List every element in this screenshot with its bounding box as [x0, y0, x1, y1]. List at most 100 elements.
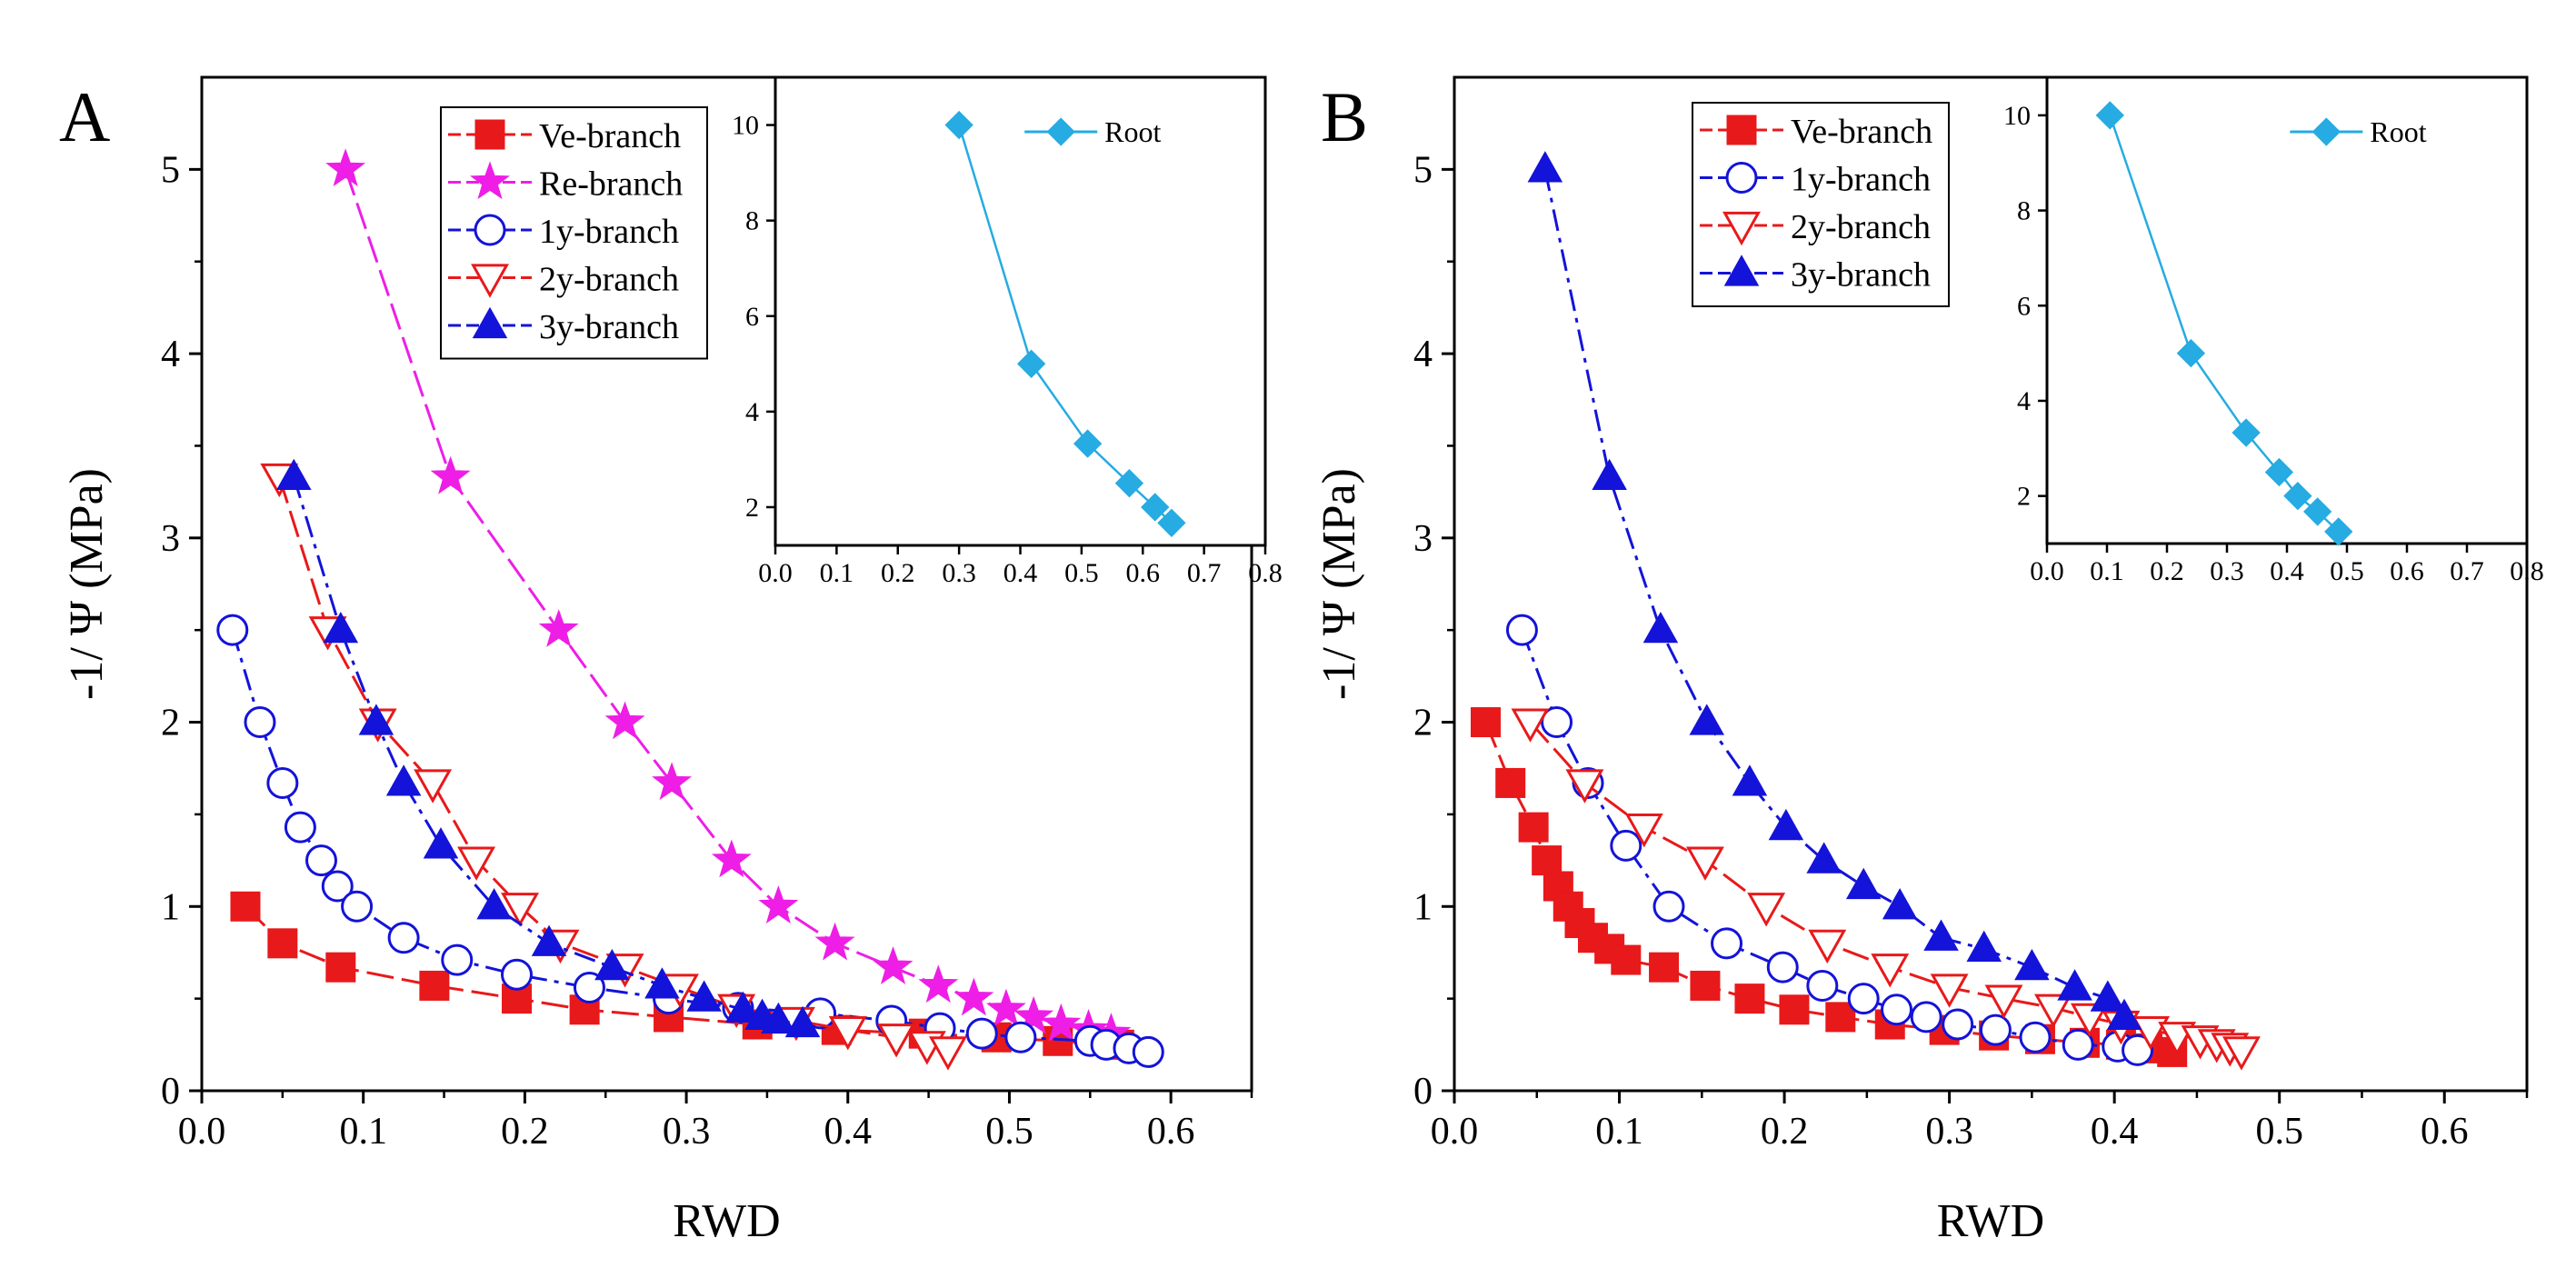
inset-y-tick-label: 6 — [2017, 291, 2031, 321]
legend-marker — [1726, 115, 1757, 145]
data-point — [457, 846, 496, 881]
data-point — [531, 924, 567, 956]
data-point — [419, 970, 450, 1001]
data-point — [711, 839, 752, 878]
legend-item-3y-branch: 3y-branch — [448, 306, 679, 346]
data-point — [2122, 1033, 2154, 1066]
data-point — [1141, 493, 1170, 522]
data-point — [1923, 919, 1959, 951]
data-point — [244, 706, 276, 739]
data-point — [1132, 1035, 1164, 1068]
data-point — [686, 980, 722, 1012]
data-point — [1565, 769, 1604, 804]
data-point — [1806, 842, 1842, 874]
data-point — [1732, 764, 1768, 796]
inset-x-tick-label: 0.8 — [2510, 556, 2544, 586]
y-axis-title: -1/ Ψ (MPa) — [61, 468, 113, 700]
data-point — [2106, 998, 2142, 1031]
data-point — [230, 891, 261, 922]
data-point — [1004, 1021, 1037, 1053]
y-tick-label: 2 — [161, 703, 180, 744]
data-point — [2324, 517, 2353, 546]
inset-legend-label: Root — [2370, 115, 2426, 148]
inset-x-tick-label: 0.5 — [1064, 558, 1099, 588]
inset-x-tick-label: 0.7 — [1187, 558, 1222, 588]
data-point — [1825, 1002, 1856, 1033]
x-tick-label: 0.1 — [339, 1111, 387, 1153]
legend-marker — [470, 161, 510, 200]
inset-x-tick-label: 0.5 — [2330, 556, 2364, 586]
data-point — [266, 766, 299, 799]
inset-legend: Root — [1024, 115, 1162, 148]
legend-label: 1y-branch — [539, 213, 679, 251]
data-point — [325, 148, 366, 187]
legend-marker — [1722, 211, 1761, 246]
inset-x-tick-label: 0.6 — [2390, 556, 2424, 586]
data-point — [604, 701, 645, 740]
inset-y-tick-label: 4 — [2017, 386, 2031, 416]
legend-marker — [1723, 255, 1760, 286]
series-2y-branch — [1511, 708, 2261, 1071]
data-point — [2264, 457, 2294, 487]
data-point — [341, 890, 374, 923]
inset-x-tick-label: 0.4 — [1003, 558, 1038, 588]
legend-label: Ve-branch — [539, 117, 681, 155]
data-point — [358, 704, 394, 735]
legend: Ve-branch Re-branch 1y-branch 2y-branch 3y-b… — [440, 106, 708, 360]
y-axis-title: -1/ Ψ (MPa) — [1313, 468, 1365, 700]
data-point — [2095, 101, 2124, 130]
inset-x-tick-label: 0.0 — [2030, 556, 2064, 586]
inset-y-tick-label: 10 — [732, 111, 759, 141]
inset-x-tick-label: 0.4 — [2270, 556, 2304, 586]
data-point — [2176, 338, 2206, 368]
data-point — [944, 110, 973, 140]
x-tick-label: 0.0 — [1431, 1111, 1479, 1153]
inset-x-tick-label: 0.2 — [881, 558, 915, 588]
legend-marker — [474, 214, 506, 246]
data-point — [652, 762, 693, 801]
inset-x-tick-label: 0.0 — [758, 558, 793, 588]
data-point — [1527, 151, 1563, 183]
data-point — [2132, 1016, 2171, 1051]
y-tick-label: 3 — [161, 518, 180, 560]
x-tick-label: 0.4 — [824, 1111, 873, 1153]
data-point — [1624, 814, 1663, 848]
inset-x-tick-label: 0.7 — [2450, 556, 2484, 586]
legend-marker — [471, 264, 509, 298]
data-point — [1847, 983, 1880, 1015]
inset-y-tick-label: 6 — [745, 302, 759, 332]
data-point — [538, 609, 579, 647]
series-line — [1520, 629, 2138, 1052]
legend-marker — [472, 306, 508, 339]
series-3y-branch — [276, 458, 821, 1038]
inset-x-tick-label: 0.2 — [2150, 556, 2184, 586]
data-point — [305, 844, 337, 877]
data-point — [1592, 458, 1627, 491]
data-point — [1881, 993, 1913, 1026]
y-tick-label: 5 — [161, 149, 180, 191]
data-point — [216, 614, 249, 646]
data-point — [423, 827, 459, 859]
data-point — [501, 958, 533, 991]
data-point — [594, 948, 630, 981]
inset-x-tick-label: 0.3 — [2210, 556, 2244, 586]
series-3y-branch — [1527, 151, 2142, 1031]
data-point — [2232, 418, 2261, 447]
series-1y-branch — [216, 614, 1164, 1068]
data-point — [761, 1002, 796, 1034]
data-point — [1685, 846, 1724, 881]
panel-a: A 0.0 0.1 0.2 0.3 0.4 0.5 0.6 0 1 2 3 4 5 RWD -1/ Ψ (MP… — [59, 75, 1283, 1247]
data-point — [1747, 893, 1786, 927]
data-point — [2070, 1003, 2109, 1038]
x-tick-label: 0.3 — [1925, 1111, 1973, 1153]
inset-y-tick-label: 8 — [745, 206, 759, 236]
x-tick-label: 0.4 — [2091, 1111, 2139, 1153]
data-point — [573, 971, 605, 1003]
legend-label: 3y-branch — [1791, 256, 1931, 295]
data-point — [325, 952, 356, 983]
panel-b: B 0.0 0.1 0.2 0.3 0.4 0.5 0.6 0 1 2 3 4 5 RWD -1/ Ψ (MP… — [1313, 75, 2544, 1247]
inset-x-tick-label: 0.8 — [1248, 558, 1283, 588]
y-tick-label: 1 — [161, 886, 180, 928]
data-point — [2019, 1021, 2052, 1053]
